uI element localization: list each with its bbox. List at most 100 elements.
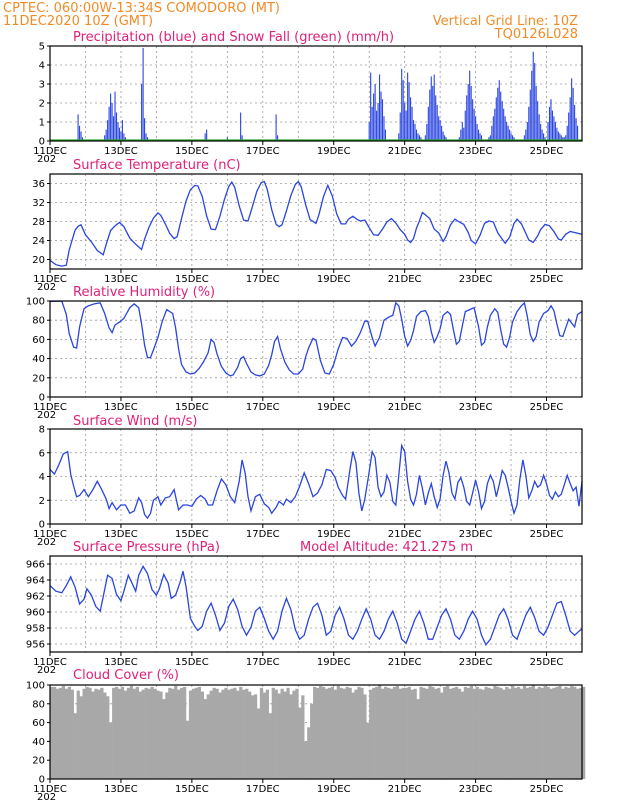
precip-bar	[575, 118, 577, 141]
x-tick-label: 21DEC	[388, 529, 422, 540]
cloud-bar	[168, 687, 172, 779]
precip-bar	[506, 122, 508, 141]
precip-bar	[548, 106, 551, 141]
precip-bar	[146, 137, 149, 141]
y-tick-label: 60	[32, 718, 45, 729]
precip-bar	[464, 110, 466, 141]
cloud-bar	[383, 686, 388, 779]
precip-bar	[77, 114, 79, 141]
precip-bar	[373, 93, 375, 141]
precip-bar	[550, 99, 552, 141]
cloud-bar	[301, 695, 305, 779]
cloud-bar	[525, 687, 530, 779]
precip-bar	[544, 137, 546, 141]
x-tick-label: 25DEC	[530, 146, 564, 157]
y-tick-label: 3	[39, 80, 45, 91]
cloud-bar	[73, 713, 77, 779]
wind-line	[49, 443, 583, 520]
x-tick-label: 15DEC	[175, 657, 209, 668]
cloud-bar	[129, 685, 134, 779]
precip-bar	[445, 137, 447, 141]
x-tick-label: 23DEC	[459, 657, 493, 668]
cloud-bar	[573, 686, 577, 779]
cloud-bar	[292, 690, 296, 779]
cloud-bar	[392, 686, 397, 779]
cloud-bar	[64, 688, 69, 779]
cloud-bar	[582, 686, 586, 779]
x-tick-label: 25DEC	[530, 657, 564, 668]
y-tick-label: 964	[26, 576, 45, 587]
precip-bar	[241, 135, 243, 141]
precip-bar	[466, 95, 468, 141]
y-tick-label: 80	[32, 699, 45, 710]
cloud-bar	[262, 692, 267, 779]
precip-bar	[478, 129, 480, 141]
precip-bar	[458, 137, 460, 141]
cloud-bar	[194, 687, 199, 779]
x-tick-label: 23DEC	[459, 529, 493, 540]
cloud-bar	[183, 686, 187, 779]
y-tick-label: 20	[32, 255, 45, 266]
precip-bar	[418, 135, 420, 141]
precip-bar	[371, 106, 373, 141]
precip-bar	[543, 133, 545, 141]
precip-bar	[415, 129, 418, 141]
header-grid-note: Vertical Grid Line: 10Z	[433, 14, 578, 29]
precip-bar	[501, 101, 503, 141]
precip-bar	[368, 122, 370, 141]
precip-bar	[79, 125, 81, 141]
precip-bar	[114, 91, 116, 141]
temp-line	[49, 180, 583, 267]
cloud-bar	[366, 722, 370, 779]
cloud-bar	[454, 686, 459, 779]
cloud-bar	[351, 692, 355, 779]
cloud-bar	[561, 688, 565, 779]
cloud-bar	[321, 686, 326, 779]
cloud-bar	[564, 686, 568, 779]
cloud-bar	[100, 687, 104, 779]
cloud-bar	[256, 708, 261, 779]
precip-bar	[115, 112, 118, 141]
x-tick-label: 19DEC	[317, 529, 351, 540]
cloud-bar	[224, 687, 228, 779]
x-tick-label: 21DEC	[388, 784, 422, 795]
precip-bar	[532, 51, 534, 142]
cloud-bar	[156, 690, 160, 779]
cloud-bar	[97, 689, 101, 779]
cloud-bar	[245, 688, 249, 779]
x-tick-label: 11DEC	[33, 146, 67, 157]
precip-bar	[565, 135, 567, 141]
x-tick-label: 19DEC	[317, 784, 351, 795]
cloud-bar	[239, 686, 243, 779]
x-tick-label: 21DEC	[388, 402, 422, 413]
precip-bar	[556, 127, 558, 141]
precip-frame	[49, 45, 583, 142]
precip-bar	[384, 129, 387, 141]
x-tick-label: 15DEC	[175, 146, 209, 157]
precip-bar	[405, 110, 407, 141]
model-altitude: Model Altitude: 421.275 m	[300, 540, 473, 555]
cloud-bar	[295, 688, 299, 779]
precip-bar	[541, 129, 543, 141]
precip-bar	[572, 87, 574, 141]
pressure-title: Surface Pressure (hPa)	[73, 540, 220, 555]
precip-bar	[120, 131, 122, 141]
cloud-bar	[440, 692, 444, 779]
precip-bar	[510, 133, 512, 141]
precip-bar	[111, 103, 113, 141]
cloud-bar	[567, 687, 571, 779]
cloud-bar	[67, 686, 71, 779]
x-tick-label: 15DEC	[175, 402, 209, 413]
precip-bar	[529, 89, 531, 141]
cloud-bar	[280, 688, 284, 779]
cloud-bar	[401, 687, 405, 779]
cloud-bar	[307, 727, 311, 779]
precip-bar	[412, 120, 415, 141]
cloud-bar	[342, 688, 346, 779]
cloud-bar	[330, 686, 335, 779]
precip-bar	[417, 133, 419, 141]
cloud-bar	[150, 686, 154, 779]
cloud-bar	[428, 685, 432, 779]
cloud-bar	[318, 685, 323, 779]
y-tick-label: 24	[32, 236, 45, 247]
